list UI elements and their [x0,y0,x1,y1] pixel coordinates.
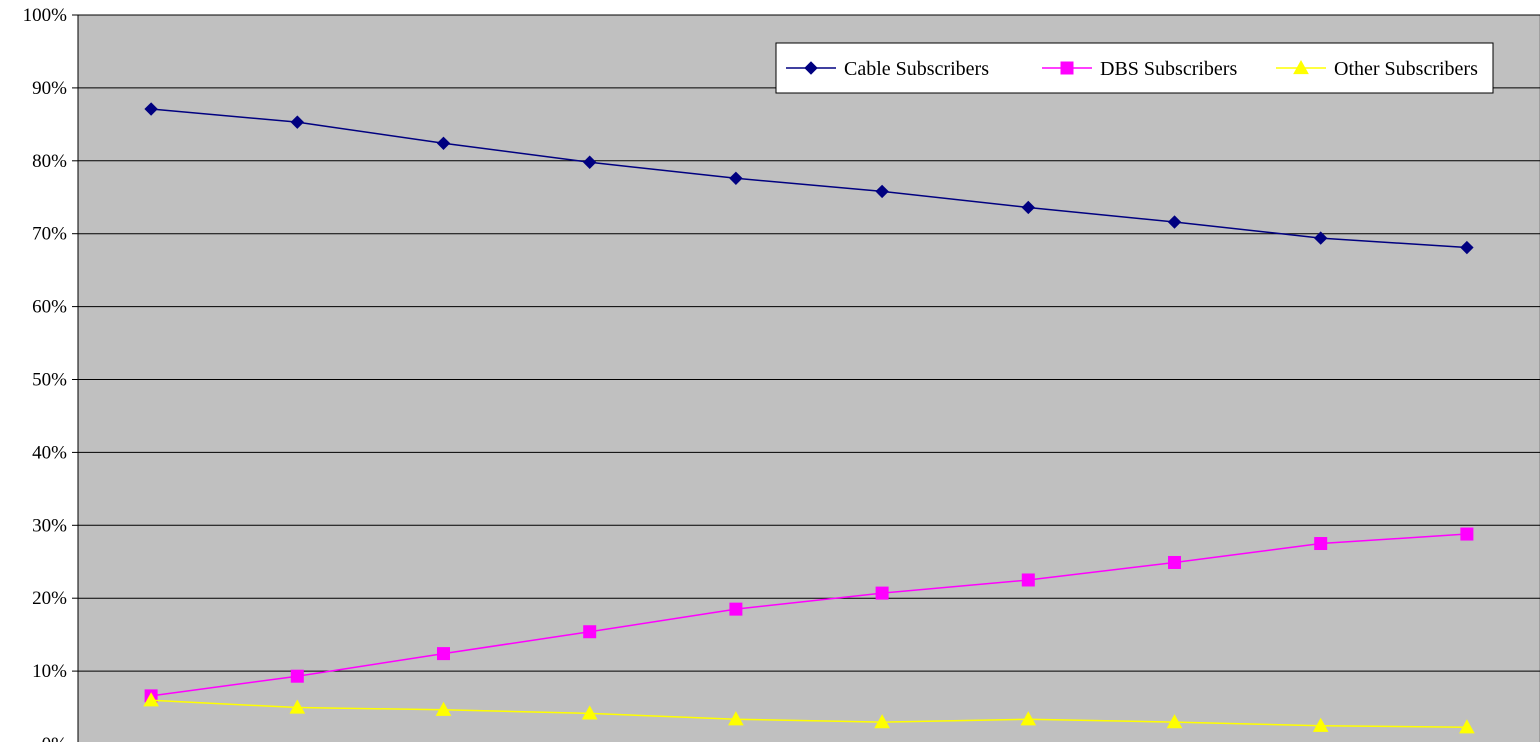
data-point [874,714,890,729]
data-point [1460,240,1474,255]
legend-entry: Cable Subscribers [786,58,989,80]
y-tick-label: 100% [23,5,68,26]
y-tick-label: 90% [32,78,67,99]
series-other-subscribers [143,692,1475,734]
legend-marker [1060,61,1074,75]
series-group [143,102,1475,734]
legend-label: DBS Subscribers [1100,58,1237,80]
data-point [1021,200,1036,215]
series-dbs-subscribers [144,527,1474,703]
data-point [875,586,889,600]
legend: Cable Subscribers DBS Subscribers Other Su… [775,42,1494,94]
y-axis: 0% 10% 20% 30% 40% 50% 60% 70% 80% 90% 100% [23,5,79,747]
data-point [582,155,597,169]
legend-entry: DBS Subscribers [1042,58,1237,80]
plot-area [77,14,1540,745]
data-point [1166,714,1183,729]
y-tick-label: 40% [32,442,67,463]
data-point [1021,573,1035,587]
data-point [437,647,450,661]
data-point [875,184,889,199]
data-point [583,625,597,639]
y-tick-label: 0% [42,734,68,742]
legend-entry: Other Subscribers [1276,58,1478,80]
y-tick-label: 60% [32,297,67,318]
data-point [143,692,159,707]
data-point [1314,537,1328,551]
data-point [290,115,305,129]
series-line [151,699,1467,728]
legend-marker [804,61,818,75]
data-point [1460,527,1474,541]
data-point [1313,231,1328,245]
data-point [144,102,158,116]
y-tick-label: 30% [32,515,67,536]
data-point [289,699,306,714]
data-point [436,136,451,151]
y-tick-label: 80% [32,151,67,172]
series-line [151,108,1467,249]
legend-label: Other Subscribers [1334,58,1478,80]
data-point [1167,215,1182,229]
y-tick-label: 20% [32,588,67,609]
y-tick-label: 10% [32,661,67,682]
legend-marker [1293,59,1309,75]
data-point [1312,717,1329,732]
data-point [581,705,598,720]
series-line [150,533,1467,697]
data-point [728,711,744,726]
data-point [729,171,743,186]
legend-box [775,42,1494,94]
data-point [435,701,452,716]
series-cable-subscribers [144,102,1474,255]
data-point [1168,555,1181,569]
y-tick-label: 50% [32,370,67,391]
data-point [1020,711,1037,726]
legend-label: Cable Subscribers [844,58,989,80]
data-point [290,669,304,683]
data-point [1459,719,1475,734]
y-tick-label: 70% [32,224,67,245]
data-point [729,602,743,616]
